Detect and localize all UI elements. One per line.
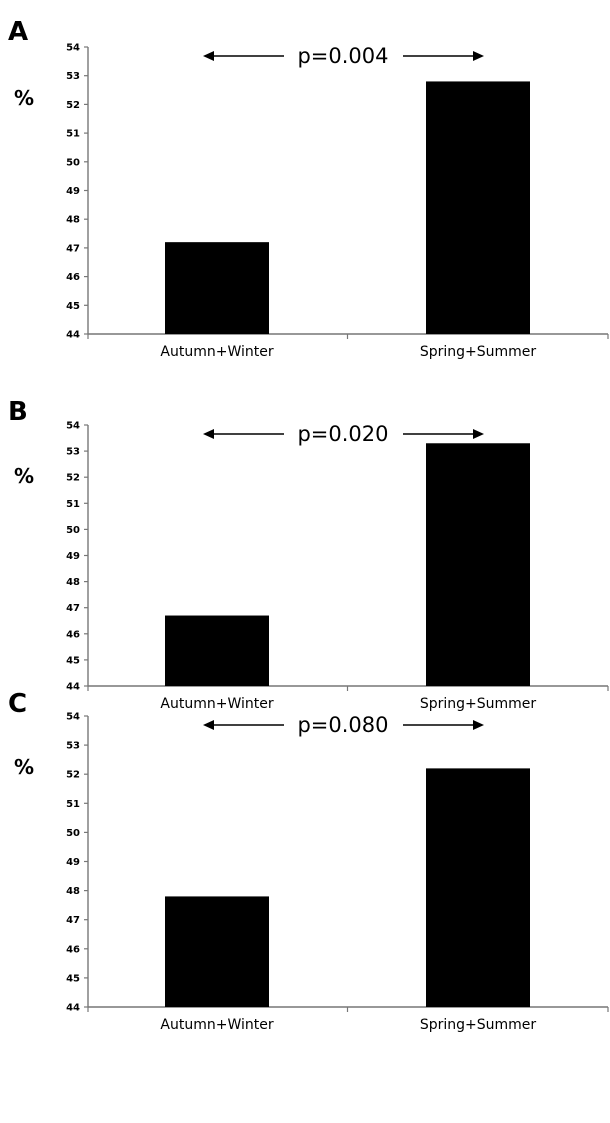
bar [165,896,269,1007]
y-tick-label: 49 [66,186,80,197]
y-tick-label: 49 [66,551,80,562]
bar [165,242,269,334]
arrow-head-right [473,429,484,439]
y-tick-label: 52 [66,100,80,111]
y-tick-label: 46 [66,944,80,955]
y-axis-label: % [14,464,34,488]
x-category-label: Autumn+Winter [160,696,273,712]
y-tick-label: 53 [66,447,80,458]
panel-letter: A [8,17,28,47]
x-category-label: Spring+Summer [420,1017,537,1033]
y-tick-label: 50 [66,525,80,536]
y-tick-label: 51 [66,129,80,140]
y-tick-label: 50 [66,157,80,168]
y-tick-label: 46 [66,272,80,283]
arrow-head-right [473,720,484,730]
y-axis-label: % [14,86,34,110]
bar [165,615,269,686]
y-tick-label: 52 [66,770,80,781]
y-tick-label: 51 [66,799,80,810]
y-tick-label: 47 [66,915,80,926]
p-value-label: p=0.004 [297,44,388,68]
x-category-label: Spring+Summer [420,344,537,360]
bar [426,443,530,686]
y-axis-label: % [14,755,34,779]
y-tick-label: 51 [66,499,80,510]
y-tick-label: 50 [66,828,80,839]
p-value-label: p=0.080 [297,713,388,737]
y-tick-label: 53 [66,71,80,82]
y-tick-label: 46 [66,629,80,640]
y-tick-label: 48 [66,886,80,897]
y-tick-label: 54 [66,43,80,54]
x-category-label: Autumn+Winter [160,344,273,360]
y-tick-label: 47 [66,603,80,614]
arrow-head-left [203,720,214,730]
y-tick-label: 45 [66,301,80,312]
panel-letter: B [8,397,28,427]
y-tick-label: 44 [66,1003,80,1014]
y-tick-label: 45 [66,973,80,984]
bar [426,81,530,334]
arrow-head-right [473,51,484,61]
y-tick-label: 47 [66,243,80,254]
y-tick-label: 48 [66,215,80,226]
y-tick-label: 53 [66,741,80,752]
arrow-head-left [203,51,214,61]
y-tick-label: 48 [66,577,80,588]
p-value-label: p=0.020 [297,422,388,446]
x-category-label: Autumn+Winter [160,1017,273,1033]
y-tick-label: 54 [66,421,80,432]
y-tick-label: 54 [66,712,80,723]
y-tick-label: 49 [66,857,80,868]
y-tick-label: 52 [66,473,80,484]
y-tick-label: 45 [66,655,80,666]
bar [426,768,530,1007]
panel-letter: C [8,689,27,719]
arrow-head-left [203,429,214,439]
y-tick-label: 44 [66,330,80,341]
y-tick-label: 44 [66,682,80,693]
x-category-label: Spring+Summer [420,696,537,712]
